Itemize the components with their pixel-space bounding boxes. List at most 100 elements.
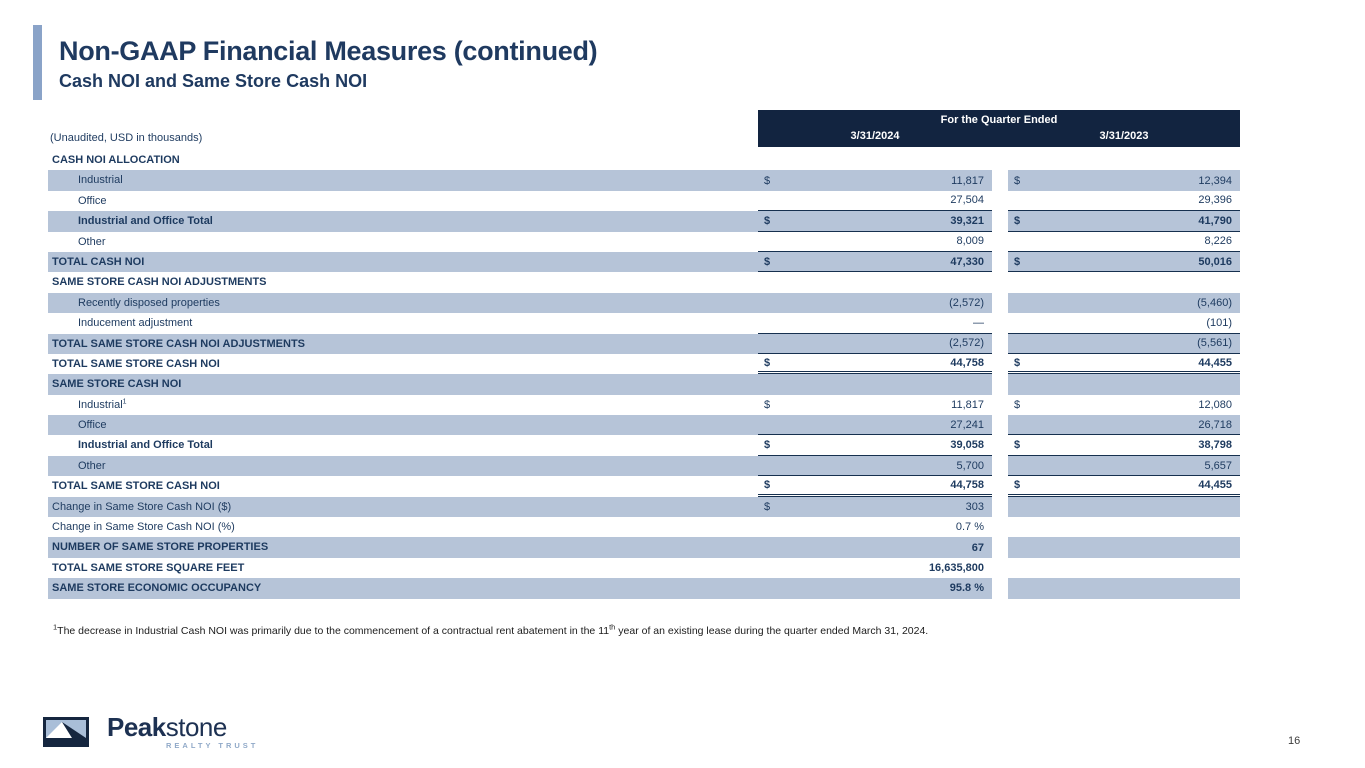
table-header: For the Quarter Ended 3/31/2024 3/31/202… <box>758 110 1240 147</box>
value-2024: 16,635,800 <box>758 558 992 578</box>
value-2024: 0.7 % <box>758 517 992 537</box>
table-row: TOTAL SAME STORE SQUARE FEET 16,635,800 <box>48 558 1240 578</box>
value-2024: $44,758 <box>758 476 992 497</box>
cell-value: (5,561) <box>1197 337 1232 350</box>
value-2024: 27,241 <box>758 415 992 436</box>
row-label: Industrial <box>48 170 758 191</box>
value-2024: 8,009 <box>758 232 992 252</box>
cell-value: 44,758 <box>950 356 984 369</box>
column-gap <box>992 354 1008 374</box>
cell-value: 44,455 <box>1198 478 1232 491</box>
value-2023 <box>1008 374 1240 395</box>
cell-value: 0.7 % <box>955 521 984 534</box>
value-2023: $12,394 <box>1008 170 1240 191</box>
value-2023: (5,460) <box>1008 292 1240 314</box>
page-subtitle: Cash NOI and Same Store Cash NOI <box>59 71 368 91</box>
row-label: CASH NOI ALLOCATION <box>52 154 180 166</box>
dollar-sign: $ <box>764 174 771 187</box>
cell-value: 8,226 <box>1204 235 1232 248</box>
value-2024 <box>758 272 992 292</box>
cell-value: 41,790 <box>1198 214 1232 227</box>
cell-value: 12,394 <box>1198 174 1232 187</box>
value-2023 <box>1008 272 1240 292</box>
value-2024: — <box>758 313 992 334</box>
column-gap <box>992 150 1008 170</box>
footnote-text: The decrease in Industrial Cash NOI was … <box>57 625 610 637</box>
brand-name: Peakstone <box>107 714 258 740</box>
title-accent-bar <box>33 25 42 100</box>
logo-text: Peakstone REALTY TRUST <box>107 714 258 750</box>
table-row: SAME STORE CASH NOI <box>48 374 1240 395</box>
column-gap <box>992 435 1008 455</box>
row-label: TOTAL SAME STORE CASH NOI <box>52 480 220 493</box>
cell-value: 26,718 <box>1198 418 1232 431</box>
brand-tagline: REALTY TRUST <box>166 741 259 750</box>
table-row: NUMBER OF SAME STORE PROPERTIES 67 <box>48 537 1240 558</box>
table-row: Other 5,700 5,657 <box>48 455 1240 477</box>
value-2023 <box>1008 496 1240 518</box>
table-row: SAME STORE CASH NOI ADJUSTMENTS <box>48 272 1240 292</box>
value-2023 <box>1008 578 1240 599</box>
table-row: Office 27,504 29,396 <box>48 191 1240 212</box>
footnote-marker: 1 <box>53 622 58 632</box>
column-gap <box>992 293 1008 313</box>
company-logo: Peakstone REALTY TRUST <box>43 714 258 750</box>
dollar-sign: $ <box>1014 439 1021 452</box>
value-2023 <box>1008 150 1240 170</box>
table-row: SAME STORE ECONOMIC OCCUPANCY 95.8 % <box>48 578 1240 599</box>
row-label: NUMBER OF SAME STORE PROPERTIES <box>48 537 758 558</box>
table-row: Industrial and Office Total $39,321 $41,79… <box>48 211 1240 232</box>
value-2024: $303 <box>758 496 992 518</box>
table-row: TOTAL SAME STORE CASH NOI ADJUSTMENTS (2,… <box>48 333 1240 354</box>
value-2023: $38,798 <box>1008 435 1240 456</box>
column-gap <box>992 517 1008 537</box>
value-2023: $44,455 <box>1008 354 1240 375</box>
value-2024: 5,700 <box>758 455 992 477</box>
unaudited-note: (Unaudited, USD in thousands) <box>50 132 203 144</box>
dollar-sign: $ <box>1014 214 1021 227</box>
cell-value: 11,817 <box>951 174 984 187</box>
value-2023: (101) <box>1008 313 1240 334</box>
row-label: Change in Same Store Cash NOI ($) <box>48 496 758 518</box>
footnote-ordinal: th <box>609 622 616 632</box>
value-2024: $47,330 <box>758 251 992 273</box>
value-2024: $39,321 <box>758 211 992 232</box>
column-gap <box>992 252 1008 272</box>
row-label: SAME STORE CASH NOI <box>48 374 758 395</box>
column-gap <box>992 558 1008 578</box>
table-row: Industrial1 $11,817 $12,080 <box>48 395 1240 415</box>
value-2023 <box>1008 537 1240 558</box>
dollar-sign: $ <box>1014 174 1021 187</box>
column-gap <box>992 537 1008 557</box>
column-gap <box>992 334 1008 354</box>
cell-value: 5,657 <box>1204 459 1232 472</box>
value-2023: $50,016 <box>1008 251 1240 273</box>
dollar-sign: $ <box>1014 478 1021 491</box>
value-2024 <box>758 150 992 170</box>
cell-value: (2,572) <box>949 337 984 350</box>
cell-value: 27,241 <box>950 418 984 431</box>
row-label: Other <box>78 235 106 248</box>
footnote: 1The decrease in Industrial Cash NOI was… <box>53 622 1053 637</box>
table-row: TOTAL CASH NOI $47,330 $50,016 <box>48 251 1240 273</box>
value-2024: (2,572) <box>758 292 992 314</box>
cell-value: 39,058 <box>950 439 984 452</box>
cell-value: 303 <box>965 500 984 513</box>
column-gap <box>992 415 1008 435</box>
cell-value: 44,758 <box>950 478 984 491</box>
cell-value: 29,396 <box>1198 194 1232 207</box>
dollar-sign: $ <box>764 398 771 411</box>
table-row: Office 27,241 26,718 <box>48 415 1240 436</box>
value-2024: (2,572) <box>758 333 992 354</box>
column-gap <box>992 191 1008 211</box>
date-columns-header: 3/31/2024 3/31/2023 <box>758 128 1240 147</box>
value-2023: $12,080 <box>1008 395 1240 415</box>
table-row: Other 8,009 8,226 <box>48 232 1240 252</box>
page-title: Non-GAAP Financial Measures (continued) <box>59 36 598 66</box>
column-gap <box>992 170 1008 190</box>
cell-value: 95.8 % <box>949 582 984 595</box>
column-gap <box>992 578 1008 598</box>
column-gap <box>992 497 1008 517</box>
cell-value: 38,798 <box>1198 439 1232 452</box>
